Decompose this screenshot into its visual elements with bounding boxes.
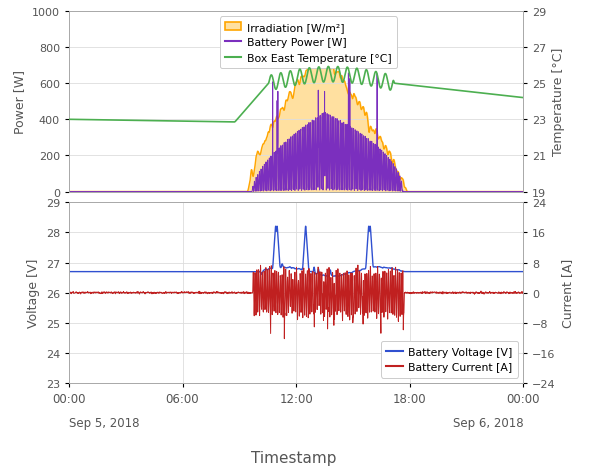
Legend: Battery Voltage [V], Battery Current [A]: Battery Voltage [V], Battery Current [A] bbox=[381, 342, 518, 378]
Text: Sep 5, 2018: Sep 5, 2018 bbox=[69, 416, 139, 429]
Y-axis label: Voltage [V]: Voltage [V] bbox=[27, 258, 40, 327]
Y-axis label: Temperature [°C]: Temperature [°C] bbox=[552, 48, 565, 156]
Y-axis label: Current [A]: Current [A] bbox=[562, 258, 574, 327]
Text: Sep 6, 2018: Sep 6, 2018 bbox=[452, 416, 523, 429]
Legend: Irradiation [W/m²], Battery Power [W], Box East Temperature [°C]: Irradiation [W/m²], Battery Power [W], B… bbox=[220, 17, 397, 69]
Text: Timestamp: Timestamp bbox=[251, 450, 337, 465]
Y-axis label: Power [W]: Power [W] bbox=[13, 70, 26, 134]
